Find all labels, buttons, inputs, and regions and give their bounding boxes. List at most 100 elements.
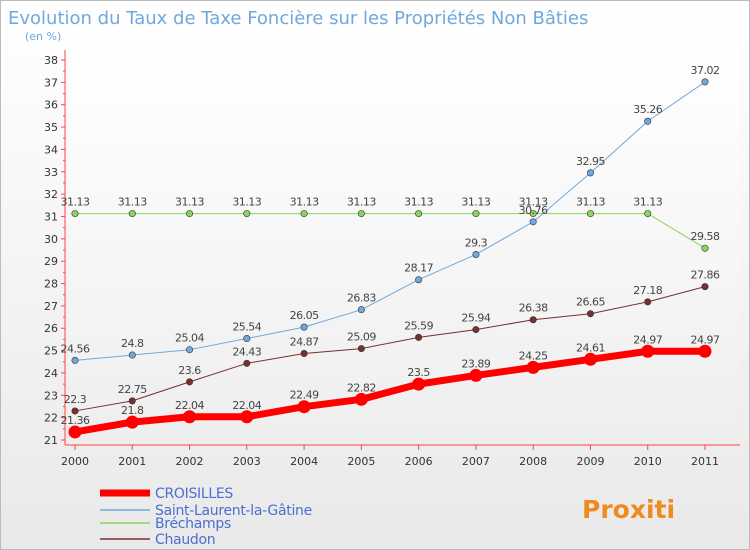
x-tick-label: 2009 bbox=[576, 455, 604, 468]
data-label: 26.38 bbox=[519, 302, 548, 315]
data-point bbox=[644, 298, 652, 306]
data-label: 31.13 bbox=[576, 196, 605, 209]
y-tick-label: 26 bbox=[44, 322, 58, 335]
data-point bbox=[529, 218, 537, 226]
data-label: 29.58 bbox=[691, 230, 720, 243]
data-label: 31.13 bbox=[61, 196, 90, 209]
y-tick-label: 22 bbox=[44, 412, 58, 425]
data-label: 24.87 bbox=[290, 335, 319, 348]
data-point bbox=[240, 410, 254, 424]
data-label: 27.86 bbox=[691, 269, 720, 282]
series-line bbox=[74, 213, 706, 249]
x-tick-label: 2003 bbox=[233, 455, 261, 468]
data-label: 27.18 bbox=[633, 284, 662, 297]
data-label: 23.6 bbox=[178, 364, 201, 377]
y-tick-label: 37 bbox=[44, 76, 58, 89]
data-label: 22.04 bbox=[175, 399, 204, 412]
data-label: 26.05 bbox=[290, 309, 319, 322]
data-label: 31.13 bbox=[461, 196, 490, 209]
data-point bbox=[412, 377, 426, 391]
y-tick-label: 27 bbox=[44, 300, 58, 313]
data-point bbox=[354, 392, 368, 406]
chart-subtitle: (en %) bbox=[25, 30, 61, 43]
x-tick-label: 2004 bbox=[290, 455, 318, 468]
data-point bbox=[183, 410, 197, 424]
series-line bbox=[71, 347, 709, 436]
data-label: 31.13 bbox=[633, 196, 662, 209]
legend-label: Saint-Laurent-la-Gâtine bbox=[155, 503, 312, 519]
data-point bbox=[128, 397, 136, 405]
data-label: 22.82 bbox=[347, 381, 376, 394]
series-layer: 22.3 22.75 23.6 24.43 24.87 25.09 25.59 25.94 26… bbox=[61, 64, 720, 439]
data-point bbox=[297, 400, 311, 414]
data-point bbox=[644, 210, 652, 218]
data-point bbox=[243, 210, 251, 218]
data-point bbox=[68, 425, 82, 439]
data-label: 37.02 bbox=[691, 64, 720, 77]
data-point bbox=[357, 306, 365, 314]
legend-label: Bréchamps bbox=[155, 516, 231, 532]
y-tick-label: 36 bbox=[44, 99, 58, 112]
data-label: 22.75 bbox=[118, 383, 147, 396]
data-point bbox=[300, 349, 308, 357]
data-label: 31.13 bbox=[347, 196, 376, 209]
data-label: 30.76 bbox=[519, 204, 548, 217]
data-label: 25.54 bbox=[232, 321, 261, 334]
data-label: 22.04 bbox=[232, 399, 261, 412]
data-label: 31.13 bbox=[290, 196, 319, 209]
data-label: 25.94 bbox=[461, 312, 490, 325]
data-point bbox=[583, 352, 597, 366]
data-point bbox=[71, 356, 79, 364]
y-tick-label: 30 bbox=[44, 233, 58, 246]
data-label: 26.65 bbox=[576, 296, 605, 309]
x-tick-label: 2011 bbox=[691, 455, 719, 468]
data-point bbox=[415, 276, 423, 284]
data-point bbox=[472, 250, 480, 258]
data-point bbox=[415, 333, 423, 341]
y-tick-label: 23 bbox=[44, 389, 58, 402]
series-1: 24.56 24.8 25.04 25.54 26.05 26.83 28.17 29.3 30… bbox=[61, 64, 720, 364]
data-point bbox=[357, 210, 365, 218]
data-point bbox=[186, 378, 194, 386]
data-label: 21.8 bbox=[121, 404, 144, 417]
data-point bbox=[644, 117, 652, 125]
data-point bbox=[125, 415, 139, 429]
plot-area bbox=[65, 50, 740, 445]
data-label: 32.95 bbox=[576, 155, 605, 168]
series-0: 21.36 21.8 22.04 22.04 22.49 22.82 23.5 23.89 24… bbox=[61, 333, 720, 439]
data-label: 31.13 bbox=[404, 196, 433, 209]
y-tick-label: 33 bbox=[44, 166, 58, 179]
data-label: 28.17 bbox=[404, 262, 433, 275]
x-tick-label: 2000 bbox=[61, 455, 89, 468]
data-label: 26.83 bbox=[347, 292, 376, 305]
series-line bbox=[74, 81, 706, 361]
data-label: 22.3 bbox=[64, 393, 87, 406]
y-tick-label: 32 bbox=[44, 188, 58, 201]
series-2: 31.13 31.13 31.13 31.13 31.13 31.13 31.13 31.13… bbox=[61, 196, 720, 252]
data-label: 25.09 bbox=[347, 331, 376, 344]
axes: 21 22 23 24 25 26 27 28 29 30 31 32 33 34 35 36 37 38 2000… bbox=[44, 50, 740, 468]
x-tick-label: 2001 bbox=[118, 455, 146, 468]
x-tick-label: 2008 bbox=[519, 455, 547, 468]
y-tick-label: 28 bbox=[44, 278, 58, 291]
data-label: 21.36 bbox=[61, 414, 90, 427]
data-point bbox=[186, 346, 194, 354]
data-label: 31.13 bbox=[519, 196, 548, 209]
data-label: 24.43 bbox=[232, 345, 261, 358]
x-tick-label: 2002 bbox=[176, 455, 204, 468]
data-label: 24.25 bbox=[519, 349, 548, 362]
y-tick-label: 29 bbox=[44, 255, 58, 268]
data-point bbox=[472, 210, 480, 218]
y-tick-label: 35 bbox=[44, 121, 58, 134]
data-point bbox=[586, 310, 594, 318]
data-point bbox=[71, 407, 79, 415]
data-point bbox=[529, 210, 537, 218]
data-point bbox=[472, 326, 480, 334]
data-label: 22.49 bbox=[290, 389, 319, 402]
chart-title: Evolution du Taux de Taxe Foncière sur l… bbox=[8, 8, 588, 29]
data-point bbox=[415, 210, 423, 218]
data-point bbox=[300, 323, 308, 331]
legend-label: CROISILLES bbox=[155, 486, 233, 502]
data-point bbox=[701, 283, 709, 291]
